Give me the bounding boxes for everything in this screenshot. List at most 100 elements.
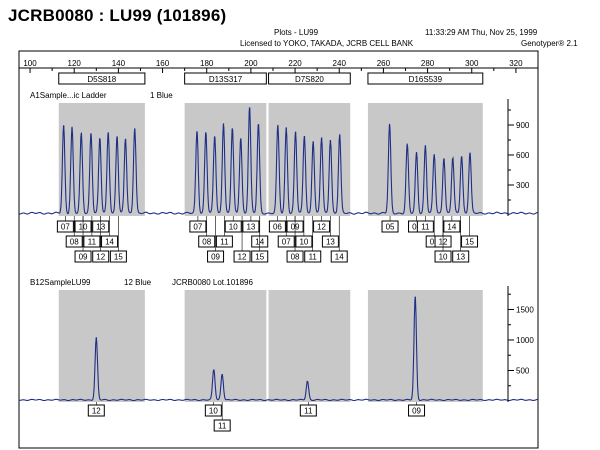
peak [388, 125, 391, 127]
plot-title: Plots - LU99 [274, 28, 319, 37]
allele-label: 09 [79, 253, 88, 262]
allele-box [207, 250, 225, 263]
marker-region [367, 103, 483, 216]
allele-box [74, 250, 92, 263]
x-tick-label: 240 [333, 59, 347, 68]
peak [116, 136, 118, 138]
allele-box [321, 235, 339, 248]
marker-region [367, 290, 483, 402]
trace-line [18, 107, 539, 215]
allele-label: 12 [238, 253, 247, 262]
allele-label: 15 [255, 253, 264, 262]
peak [213, 136, 216, 138]
allele-label: 14 [105, 238, 114, 247]
peak [62, 126, 65, 128]
allele-box [381, 220, 399, 233]
peak [248, 107, 251, 109]
peak [469, 153, 471, 155]
peak [221, 373, 223, 376]
peak [414, 296, 417, 299]
timestamp: 11:33:29 AM Thu, Nov 25, 1999 [425, 28, 538, 37]
marker-label: D7S820 [295, 75, 324, 84]
x-tick-label: 160 [156, 59, 170, 68]
x-axis: 100 120 140 160 180 200 220 240 260 280 300 320 [19, 59, 539, 73]
allele-box [204, 404, 222, 417]
allele-label: 10 [439, 253, 448, 262]
allele-label: 13 [246, 223, 255, 232]
x-tick-label: 300 [465, 59, 479, 68]
plot-border [18, 50, 539, 449]
x-tick-label: 320 [509, 59, 523, 68]
peak [303, 136, 306, 138]
allele-box [83, 235, 101, 248]
allele-box [313, 220, 331, 233]
allele-label: 07 [193, 223, 202, 232]
peak [107, 132, 110, 134]
allele-box [408, 404, 426, 417]
peak [99, 138, 101, 140]
peak [133, 128, 136, 130]
marker-bar: D5S818 D13S317 D7S820 D16S539 [58, 72, 484, 85]
x-tick-label: 100 [23, 59, 37, 68]
allele-label: 08 [70, 238, 79, 247]
allele-label: 14 [335, 253, 344, 262]
y-tick-label: 300 [516, 181, 530, 190]
page-title: JCRB0080 : LU99 (101896) [8, 6, 227, 25]
allele-box [233, 250, 251, 263]
peak [231, 128, 234, 130]
peak [239, 138, 242, 140]
allele-box [87, 404, 105, 417]
allele-box [215, 235, 233, 248]
allele-label: 10 [209, 407, 218, 416]
allele-label: 06 [273, 223, 282, 232]
peak [90, 133, 92, 135]
allele-label: 11 [218, 422, 227, 431]
peak [433, 155, 436, 157]
allele-box [416, 220, 434, 233]
allele-label: 12 [92, 407, 101, 416]
peak [443, 158, 445, 160]
allele-box [443, 220, 461, 233]
allele-label: 11 [88, 238, 97, 247]
allele-label: 11 [421, 223, 430, 232]
allele-label: 10 [229, 223, 238, 232]
trace-line [19, 297, 538, 402]
allele-label: 07 [61, 223, 70, 232]
allele-label: 11 [309, 253, 318, 262]
marker-region [268, 290, 351, 402]
allele-box [56, 220, 74, 233]
peak [312, 141, 314, 143]
marker-region [184, 290, 267, 402]
allele-box [92, 250, 110, 263]
peak [257, 124, 260, 126]
peak [277, 126, 279, 128]
allele-label: 07 [282, 238, 291, 247]
allele-label: 14 [447, 223, 456, 232]
peak [460, 156, 463, 158]
license-text: Licensed to YOKO, TAKADA, JCRB CELL BANK [240, 39, 414, 48]
channel-label: 12 Blue [124, 278, 152, 287]
peak [222, 123, 225, 125]
allele-label: 12 [317, 223, 326, 232]
allele-box [295, 235, 313, 248]
peak [80, 134, 83, 136]
allele-box [277, 235, 295, 248]
x-tick-label: 200 [244, 59, 258, 68]
marker-region [58, 290, 145, 402]
allele-label: 09 [211, 253, 220, 262]
marker-label: D16S539 [409, 75, 443, 84]
marker-box [367, 72, 484, 85]
app-version: Genotyper® 2.1 [521, 39, 578, 48]
allele-box [304, 250, 322, 263]
allele-label: 15 [114, 253, 123, 262]
peak [329, 140, 332, 142]
allele-label: 12 [96, 253, 105, 262]
y-tick-label: 1000 [516, 336, 534, 345]
y-tick-label: 600 [516, 151, 530, 160]
peak [205, 132, 207, 134]
allele-box [286, 250, 304, 263]
x-tick-label: 180 [200, 59, 214, 68]
allele-box [251, 250, 269, 263]
